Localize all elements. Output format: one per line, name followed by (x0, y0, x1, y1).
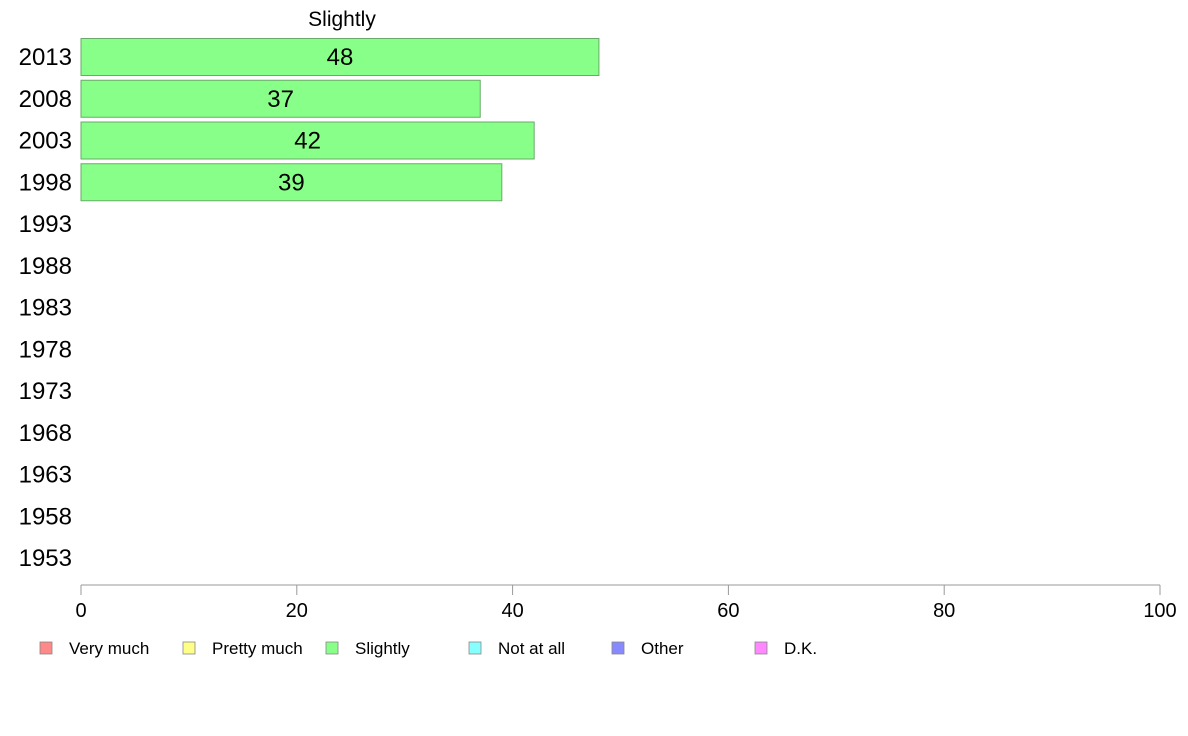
category-label: 1978 (19, 336, 72, 363)
bar (80, 163, 503, 202)
category-label: 2013 (19, 44, 72, 71)
legend-label: Slightly (355, 639, 410, 658)
chart-title: Slightly (308, 8, 376, 31)
legend-swatch (39, 641, 53, 655)
legend-label: Other (641, 639, 684, 658)
legend-label: Very much (69, 639, 149, 658)
category-label: 1968 (19, 420, 72, 447)
bar (80, 121, 535, 160)
bar-value-label: 37 (267, 86, 294, 113)
bar-value-label: 39 (278, 169, 305, 196)
category-labels: 2013 2008 2003 1998 1993 1988 1983 1978 1973 1968… (19, 44, 72, 572)
legend-swatch (325, 641, 339, 655)
category-label: 1953 (19, 545, 72, 572)
legend-label: D.K. (784, 639, 817, 658)
category-label: 1983 (19, 295, 72, 322)
legend-label: Pretty much (212, 639, 303, 658)
x-axis: 0 20 40 60 80 100 (75, 584, 1177, 622)
category-label: 2003 (19, 128, 72, 155)
x-tick-label: 20 (286, 600, 308, 622)
category-label: 1988 (19, 253, 72, 280)
bar-value-label: 48 (327, 44, 354, 71)
legend-swatch (468, 641, 482, 655)
bar (80, 38, 600, 76)
x-tick-label: 40 (501, 600, 523, 622)
x-tick-label: 0 (75, 600, 86, 622)
category-label: 1963 (19, 462, 72, 489)
legend: Very much Pretty much Slightly Not at all Ot… (39, 639, 817, 658)
x-tick-label: 60 (717, 600, 739, 622)
bar (80, 79, 481, 118)
legend-label: Not at all (498, 639, 565, 658)
category-label: 1998 (19, 169, 72, 196)
x-tick-label: 100 (1143, 600, 1176, 622)
category-label: 1958 (19, 503, 72, 530)
legend-swatch (182, 641, 196, 655)
bar-value-label: 42 (294, 128, 321, 155)
legend-swatch (754, 641, 768, 655)
category-label: 1973 (19, 378, 72, 405)
category-label: 2008 (19, 86, 72, 113)
category-label: 1993 (19, 211, 72, 238)
x-tick-label: 80 (933, 600, 955, 622)
legend-swatch (611, 641, 625, 655)
